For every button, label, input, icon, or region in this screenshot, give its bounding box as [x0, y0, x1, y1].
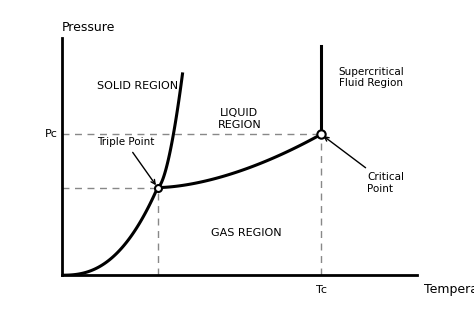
Text: LIQUID
REGION: LIQUID REGION	[218, 108, 261, 130]
Text: Supercritical
Fluid Region: Supercritical Fluid Region	[338, 67, 404, 88]
Text: Tc: Tc	[316, 285, 327, 295]
Text: Pressure: Pressure	[62, 21, 115, 34]
Text: Critical
Point: Critical Point	[325, 137, 404, 194]
Text: SOLID REGION: SOLID REGION	[97, 81, 178, 91]
Text: GAS REGION: GAS REGION	[211, 228, 282, 237]
Text: Temperature: Temperature	[424, 283, 474, 296]
Text: Triple Point: Triple Point	[97, 137, 155, 184]
Text: Pc: Pc	[45, 129, 58, 139]
